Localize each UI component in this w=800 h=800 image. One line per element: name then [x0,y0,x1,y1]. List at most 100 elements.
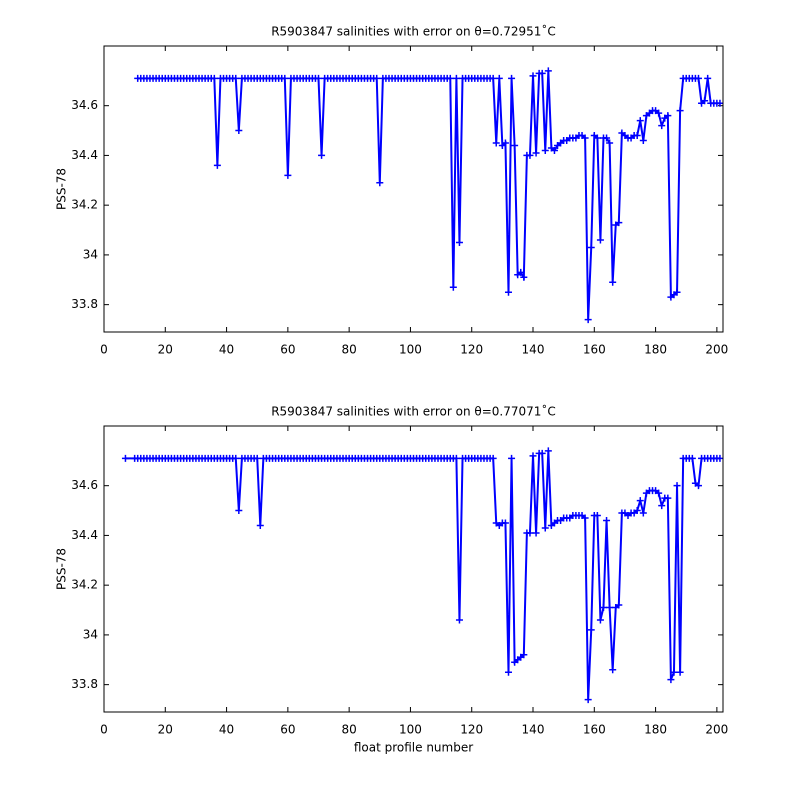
point-marker [676,107,684,115]
point-marker [235,127,243,135]
point-marker [716,454,724,462]
point-marker [489,454,497,462]
chart-title: R5903847 salinities with error on θ=0.72… [271,24,556,39]
x-tick-label: 120 [460,723,483,737]
point-marker [541,146,549,154]
point-marker [664,494,672,502]
point-marker [673,288,681,296]
point-marker [655,109,663,117]
point-marker [599,604,607,612]
point-marker [501,139,509,147]
point-marker [511,141,519,149]
point-marker [658,122,666,130]
point-marker [544,447,552,455]
point-marker [587,626,595,634]
x-tick-label: 0 [100,723,108,737]
point-marker [538,449,546,457]
point-marker [284,171,292,179]
point-marker [508,74,516,82]
point-marker [609,278,617,286]
point-marker [449,283,457,291]
point-marker [581,134,589,142]
point-marker [538,69,546,77]
point-marker [658,502,666,510]
point-marker [673,482,681,490]
point-marker [581,514,589,522]
y-tick-label: 33.8 [71,677,98,691]
x-tick-label: 140 [522,723,545,737]
point-marker [615,601,623,609]
x-tick-label: 80 [342,343,357,357]
x-axis-label: float profile number [354,741,473,755]
x-tick-label: 200 [705,723,728,737]
point-marker [639,509,647,517]
x-tick-label: 140 [522,343,545,357]
point-marker [716,99,724,107]
axes: R5903847 salinities with error on θ=0.77… [55,404,729,755]
point-marker [544,67,552,75]
y-tick-label: 34.2 [71,198,98,212]
x-tick-label: 180 [644,723,667,737]
point-marker [676,668,684,676]
point-marker [584,316,592,324]
y-axis-label: PSS-78 [55,548,69,590]
point-marker [318,151,326,159]
y-tick-label: 33.8 [71,297,98,311]
point-marker [636,117,644,125]
x-tick-label: 20 [158,723,173,737]
y-tick-label: 34 [83,247,98,261]
point-marker [452,74,460,82]
point-marker [603,134,611,142]
point-marker [633,132,641,140]
point-marker [664,112,672,120]
x-tick-label: 20 [158,343,173,357]
point-marker [603,517,611,525]
point-marker [529,452,537,460]
point-marker [584,696,592,704]
point-marker [667,676,675,684]
point-marker [210,74,218,82]
axes-frame [103,425,724,713]
x-tick-label: 160 [583,343,606,357]
point-marker [593,512,601,520]
axes: R5903847 salinities with error on θ=0.72… [55,24,729,357]
point-marker [253,454,261,462]
point-marker [526,529,534,537]
point-marker [688,454,696,462]
point-marker [596,616,604,624]
point-marker [455,238,463,246]
point-marker [455,616,463,624]
point-marker [606,604,614,612]
point-marker [235,507,243,515]
point-marker [532,149,540,157]
x-tick-label: 0 [100,343,108,357]
point-marker [452,454,460,462]
point-marker [373,74,381,82]
point-marker [587,243,595,251]
point-marker [701,97,709,105]
point-marker [281,74,289,82]
point-marker [529,72,537,80]
point-marker [232,454,240,462]
point-marker [504,668,512,676]
x-tick-label: 100 [399,343,422,357]
point-marker [495,74,503,82]
x-tick-label: 120 [460,343,483,357]
x-tick-label: 80 [342,723,357,737]
point-marker [501,519,509,527]
point-marker [639,137,647,145]
point-marker [256,521,264,529]
y-tick-label: 34.4 [71,528,98,542]
point-marker [633,507,641,515]
plot-area [104,426,723,712]
x-tick-label: 200 [705,343,728,357]
y-tick-label: 34.6 [71,98,98,112]
point-marker [213,161,221,169]
point-marker [492,139,500,147]
y-tick-label: 34.4 [71,148,98,162]
x-tick-label: 60 [280,723,295,737]
axes-frame [103,45,724,333]
point-marker [520,273,528,281]
point-marker [520,651,528,659]
